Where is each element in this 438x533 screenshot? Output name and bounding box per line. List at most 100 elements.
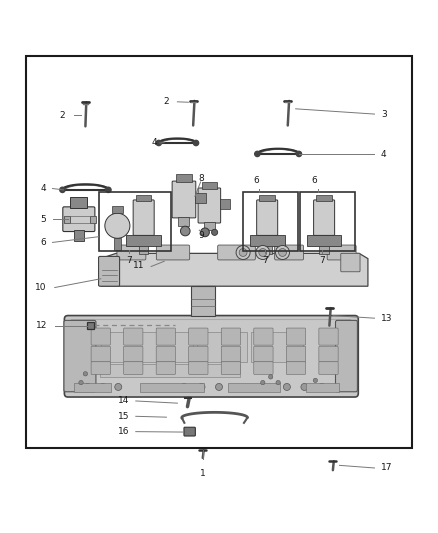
Bar [74, 383, 111, 392]
Text: 3: 3 [381, 110, 387, 118]
Text: 14: 14 [118, 397, 129, 406]
Bar [140, 383, 204, 392]
FancyBboxPatch shape [319, 346, 338, 362]
Circle shape [180, 226, 190, 236]
Bar [139, 246, 148, 254]
FancyBboxPatch shape [286, 362, 306, 375]
Circle shape [313, 378, 318, 383]
Circle shape [268, 375, 273, 379]
Text: 11: 11 [133, 261, 145, 270]
Bar [178, 217, 189, 226]
Text: 2: 2 [59, 111, 65, 120]
FancyBboxPatch shape [314, 200, 335, 236]
Text: 2: 2 [163, 98, 169, 106]
FancyBboxPatch shape [133, 200, 154, 236]
Circle shape [99, 383, 106, 391]
Bar [90, 215, 96, 223]
Text: 7: 7 [126, 256, 132, 265]
Circle shape [180, 383, 187, 391]
FancyBboxPatch shape [156, 245, 190, 260]
FancyBboxPatch shape [172, 181, 196, 218]
FancyBboxPatch shape [286, 328, 306, 345]
Text: 4: 4 [152, 138, 158, 147]
Circle shape [105, 213, 130, 238]
FancyBboxPatch shape [189, 346, 208, 362]
Bar [228, 383, 280, 392]
Circle shape [115, 383, 122, 391]
Circle shape [283, 383, 290, 391]
Text: 16: 16 [118, 427, 129, 436]
Text: 12: 12 [36, 321, 47, 330]
Text: 7: 7 [262, 256, 268, 265]
Text: 1: 1 [200, 469, 206, 478]
Bar [220, 199, 230, 208]
Circle shape [201, 228, 209, 237]
FancyBboxPatch shape [124, 346, 143, 362]
Bar [307, 235, 342, 246]
FancyBboxPatch shape [286, 346, 306, 362]
Circle shape [198, 383, 205, 391]
Circle shape [259, 248, 267, 256]
Bar [262, 246, 272, 254]
Circle shape [296, 151, 301, 157]
Bar [100, 364, 240, 377]
Text: 9: 9 [198, 231, 204, 240]
Bar [306, 383, 339, 392]
FancyBboxPatch shape [63, 207, 95, 231]
Bar [70, 197, 88, 208]
Circle shape [194, 140, 198, 146]
Circle shape [215, 383, 223, 391]
Circle shape [301, 383, 308, 391]
FancyBboxPatch shape [254, 346, 273, 362]
Circle shape [156, 140, 162, 146]
FancyBboxPatch shape [184, 427, 195, 436]
FancyBboxPatch shape [257, 200, 278, 236]
Bar [176, 174, 191, 182]
Text: 5: 5 [40, 215, 46, 224]
Bar [319, 246, 329, 254]
FancyBboxPatch shape [221, 362, 240, 375]
Circle shape [212, 229, 218, 236]
Bar [195, 193, 206, 203]
FancyBboxPatch shape [91, 362, 110, 375]
FancyBboxPatch shape [91, 328, 110, 345]
Bar [300, 192, 355, 251]
FancyBboxPatch shape [124, 362, 143, 375]
Circle shape [279, 248, 286, 256]
FancyBboxPatch shape [221, 328, 240, 345]
Bar [26, 56, 412, 448]
Bar [197, 332, 247, 362]
Polygon shape [101, 253, 368, 286]
Bar [204, 222, 215, 230]
Circle shape [106, 187, 111, 192]
Bar [126, 235, 161, 246]
FancyBboxPatch shape [336, 320, 357, 392]
Bar [74, 230, 84, 241]
Text: 8: 8 [198, 174, 204, 183]
FancyBboxPatch shape [254, 328, 273, 345]
FancyBboxPatch shape [156, 362, 176, 375]
Circle shape [236, 246, 250, 260]
Circle shape [239, 248, 247, 256]
Circle shape [318, 383, 325, 391]
FancyBboxPatch shape [319, 362, 338, 375]
Circle shape [84, 383, 91, 391]
Bar [250, 235, 285, 246]
FancyBboxPatch shape [218, 245, 255, 260]
Circle shape [256, 246, 270, 260]
Bar [191, 286, 215, 316]
FancyBboxPatch shape [319, 328, 338, 345]
Circle shape [255, 151, 260, 157]
Bar [202, 182, 217, 189]
FancyBboxPatch shape [198, 188, 221, 223]
FancyBboxPatch shape [189, 362, 208, 375]
Bar [316, 195, 332, 201]
Circle shape [83, 372, 88, 376]
Circle shape [261, 381, 265, 385]
Bar [112, 206, 123, 213]
FancyBboxPatch shape [64, 316, 358, 397]
Circle shape [276, 246, 290, 260]
Text: 13: 13 [381, 314, 392, 322]
FancyBboxPatch shape [156, 328, 176, 345]
Bar [113, 238, 121, 250]
